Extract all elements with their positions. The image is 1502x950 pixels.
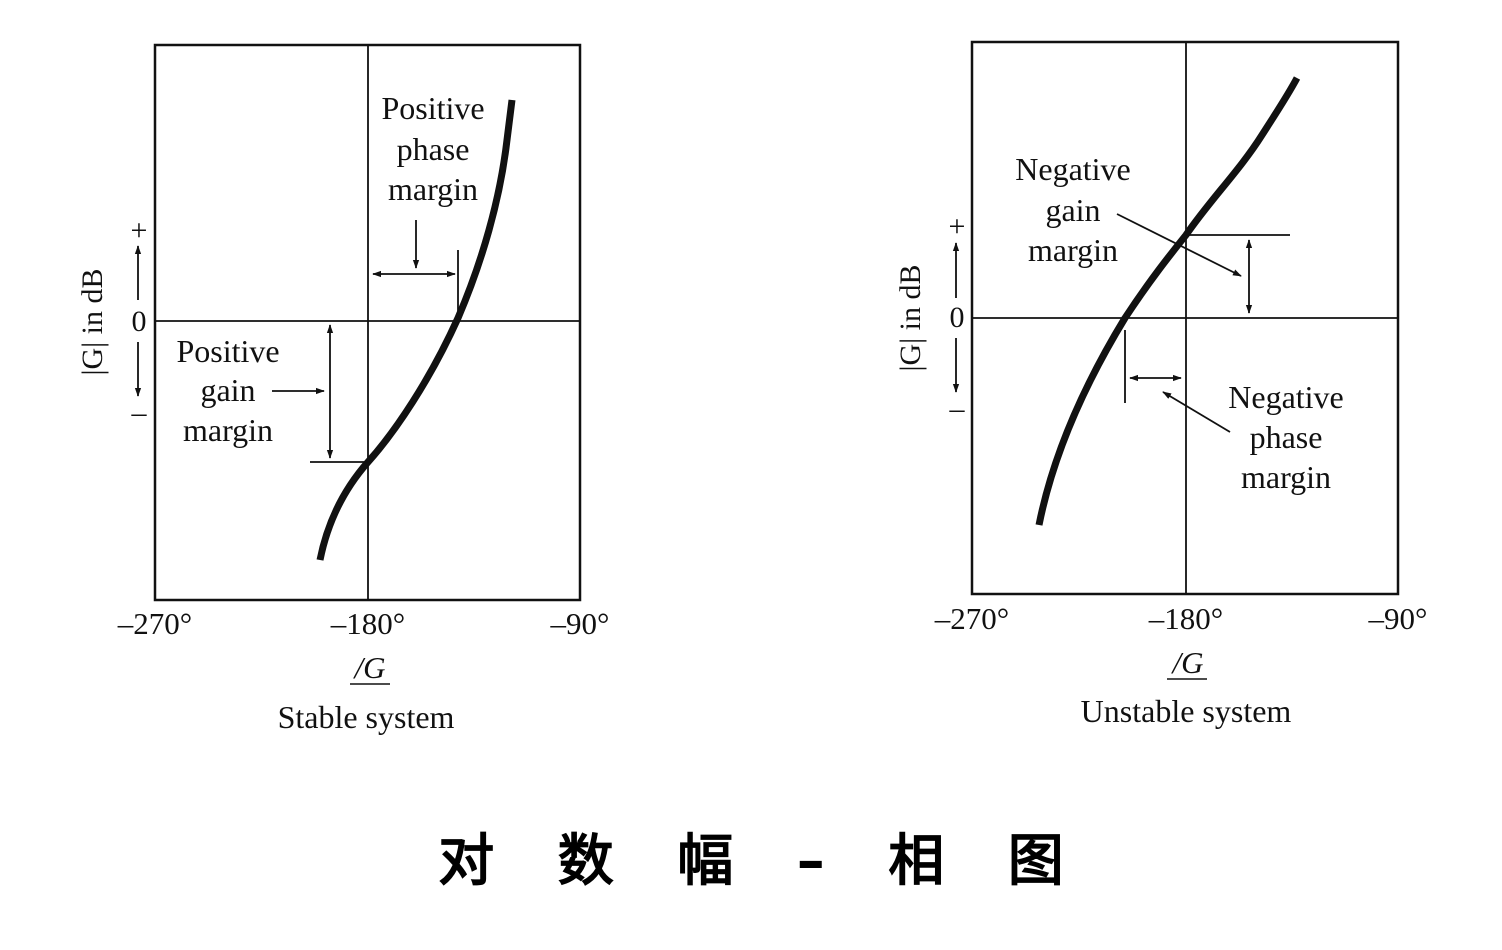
stable-phase-label-3: margin: [388, 171, 478, 207]
unstable-y-minus: –: [949, 392, 966, 425]
unstable-x-tick-270: –270°: [934, 601, 1009, 636]
unstable-y-zero: 0: [950, 301, 965, 334]
stable-y-axis-label: |G| in dB: [76, 268, 109, 375]
stable-y-zero: 0: [132, 305, 147, 338]
stable-x-tick-180: –180°: [330, 606, 405, 641]
unstable-gain-label-1: Negative: [1015, 151, 1131, 187]
unstable-phase-label-2: phase: [1250, 419, 1323, 455]
stable-gain-label-3: margin: [183, 412, 273, 448]
stable-y-plus: +: [131, 214, 148, 247]
unstable-x-axis-label: /G: [1171, 645, 1204, 680]
unstable-x-tick-90: –90°: [1368, 601, 1428, 636]
figure-title: 对 数 幅 – 相 图: [438, 829, 1085, 894]
stable-gain-label-2: gain: [200, 372, 255, 408]
unstable-phase-label-1: Negative: [1228, 379, 1344, 415]
stable-x-tick-90: –90°: [550, 606, 610, 641]
unstable-x-tick-180: –180°: [1148, 601, 1223, 636]
stable-curve: [316, 99, 516, 561]
stable-x-axis-label: /G: [353, 650, 386, 685]
stable-phase-label-2: phase: [397, 131, 470, 167]
stable-x-tick-270: –270°: [117, 606, 192, 641]
unstable-y-axis-label: |G| in dB: [894, 264, 927, 371]
unstable-y-plus: +: [949, 210, 966, 243]
unstable-phase-pointer-arrow: [1162, 391, 1231, 433]
stable-phase-label-1: Positive: [381, 90, 484, 126]
unstable-curve: [1035, 76, 1301, 526]
unstable-phase-label-3: margin: [1241, 459, 1331, 495]
unstable-panel: Negative gain margin Negative phase marg…: [894, 40, 1428, 729]
stable-panel: Positive phase margin Positive gain marg…: [76, 43, 610, 735]
unstable-gain-pointer-arrow: [1116, 213, 1242, 277]
unstable-gain-label-2: gain: [1045, 192, 1100, 228]
unstable-caption: Unstable system: [1081, 693, 1292, 729]
stable-gain-label-1: Positive: [176, 333, 279, 369]
stable-y-minus: –: [131, 396, 148, 429]
unstable-gain-label-3: margin: [1028, 232, 1118, 268]
stable-caption: Stable system: [278, 699, 455, 735]
